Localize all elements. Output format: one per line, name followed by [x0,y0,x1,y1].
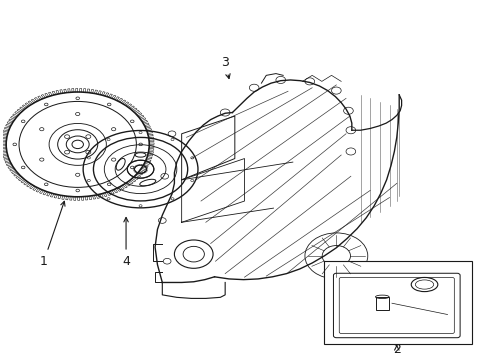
Text: 3: 3 [221,57,230,78]
Text: 4: 4 [122,217,130,268]
Bar [375,297,388,310]
Text: 2: 2 [392,342,400,356]
Bar [324,261,471,345]
Text: 1: 1 [40,201,65,268]
